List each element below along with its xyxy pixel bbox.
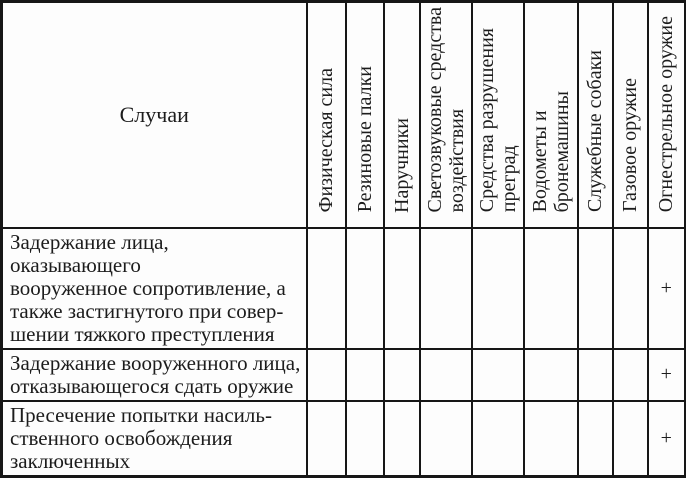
value-cell (382, 399, 421, 477)
plus-mark-cell: + (646, 399, 686, 477)
table-row: Пресечение попытки насиль- ственного осв… (0, 399, 686, 477)
column-header-service-dogs: Служебные собаки (576, 0, 614, 229)
value-cell (470, 399, 525, 477)
case-cell: Пресечение попытки насиль- ственного осв… (0, 399, 308, 477)
value-cell (344, 226, 385, 350)
value-cell (611, 399, 649, 477)
value-cell (611, 347, 649, 402)
column-header-firearms: Огнестрельное оружие (646, 0, 686, 229)
column-header-rubber-batons: Резиновые палки (344, 0, 385, 229)
value-cell (470, 226, 525, 350)
column-header-flashbang-means: Светозвуковые средства воздействия (418, 0, 473, 229)
value-cell (344, 347, 385, 402)
value-cell (418, 399, 473, 477)
value-cell (522, 399, 579, 477)
value-cell (305, 347, 347, 402)
header-row: Случаи Физическая сила Резиновые палки Н… (0, 0, 686, 229)
value-cell (522, 347, 579, 402)
value-cell (305, 226, 347, 350)
column-header-gas-weapons: Газовое оружие (611, 0, 649, 229)
corner-label: Случаи (119, 101, 189, 127)
case-cell: Задержание лица, оказывающего вооруженно… (0, 226, 308, 350)
value-cell (418, 347, 473, 402)
case-cell: Задержание вооруженного лица, отказывающ… (0, 347, 308, 402)
column-header-physical-force: Физическая сила (305, 0, 347, 229)
value-cell (576, 347, 614, 402)
plus-mark-cell: + (646, 347, 686, 402)
value-cell (305, 399, 347, 477)
table-row: Задержание лица, оказывающего вооруженно… (0, 226, 686, 350)
table-row: Задержание вооруженного лица, отказывающ… (0, 347, 686, 402)
value-cell (344, 399, 385, 477)
value-cell (576, 226, 614, 350)
column-header-handcuffs: Наручники (382, 0, 421, 229)
plus-mark-cell: + (646, 226, 686, 350)
value-cell (522, 226, 579, 350)
corner-cell-cases: Случаи (0, 0, 308, 229)
value-cell (382, 347, 421, 402)
value-cell (611, 226, 649, 350)
column-header-water-cannons-armored-vehicles: Водометы и бронемашины (522, 0, 579, 229)
value-cell (470, 347, 525, 402)
value-cell (418, 226, 473, 350)
value-cell (382, 226, 421, 350)
value-cell (576, 399, 614, 477)
column-header-barrier-destruction-means: Средства разрушения преград (470, 0, 525, 229)
